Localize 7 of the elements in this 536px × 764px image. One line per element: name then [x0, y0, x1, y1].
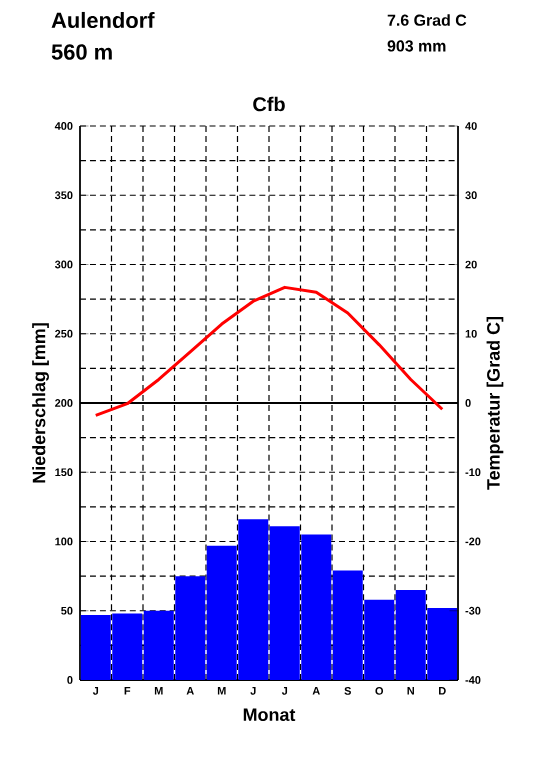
y2-axis-title: Temperatur [Grad C] — [486, 317, 504, 490]
x-axis-title: Monat — [243, 708, 296, 722]
chart-title: Cfb — [253, 96, 285, 112]
line-series — [94, 285, 444, 417]
y-axis-title: Niederschlag [mm] — [32, 323, 49, 483]
text: 560 m — [51, 44, 112, 60]
text: Aulendorf — [51, 11, 155, 29]
